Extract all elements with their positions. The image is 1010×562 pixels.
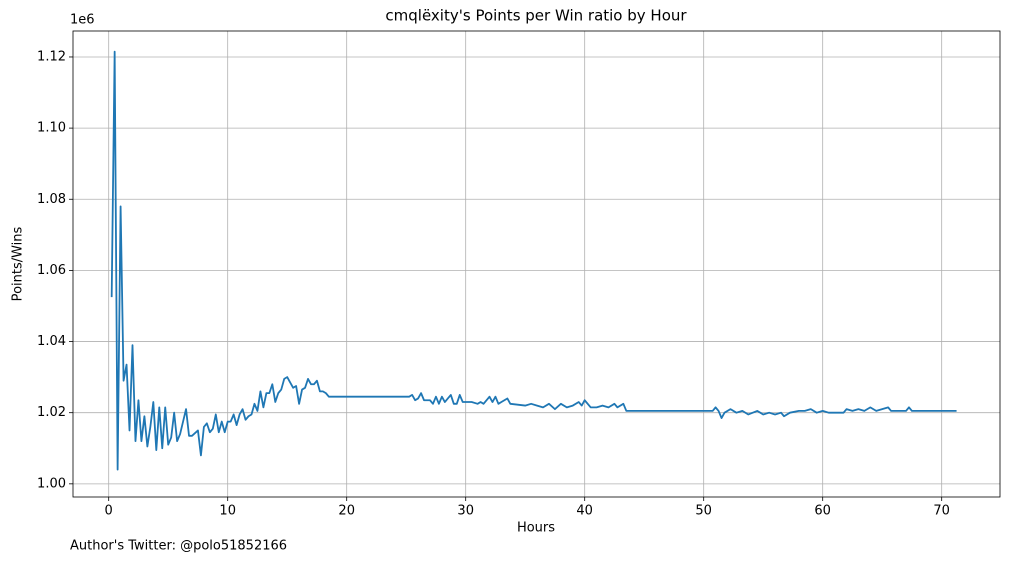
x-tick-label: 20	[338, 504, 355, 519]
footnote: Author's Twitter: @polo51852166	[70, 539, 287, 554]
x-tick-label: 0	[105, 504, 113, 519]
x-tick-label: 40	[576, 504, 593, 519]
x-tick-label: 10	[219, 504, 236, 519]
x-axis-label: Hours	[517, 521, 555, 536]
y-tick-label: 1.02	[37, 405, 66, 420]
x-tick-label: 70	[933, 504, 950, 519]
y-tick-label: 1.06	[37, 263, 66, 278]
chart-title: cmqlëxity's Points per Win ratio by Hour	[385, 7, 687, 25]
y-tick-label: 1.10	[37, 121, 66, 136]
y-offset-label: 1e6	[70, 13, 95, 28]
y-tick-label: 1.12	[37, 49, 66, 64]
y-tick-label: 1.00	[37, 476, 66, 491]
x-tick-label: 50	[695, 504, 712, 519]
x-tick-label: 60	[814, 504, 831, 519]
y-tick-label: 1.04	[37, 334, 66, 349]
x-tick-label: 30	[457, 504, 474, 519]
y-tick-label: 1.08	[37, 192, 66, 207]
data-line	[110, 50, 957, 471]
y-axis-label: Points/Wins	[11, 226, 26, 301]
plot-frame	[72, 30, 1001, 498]
